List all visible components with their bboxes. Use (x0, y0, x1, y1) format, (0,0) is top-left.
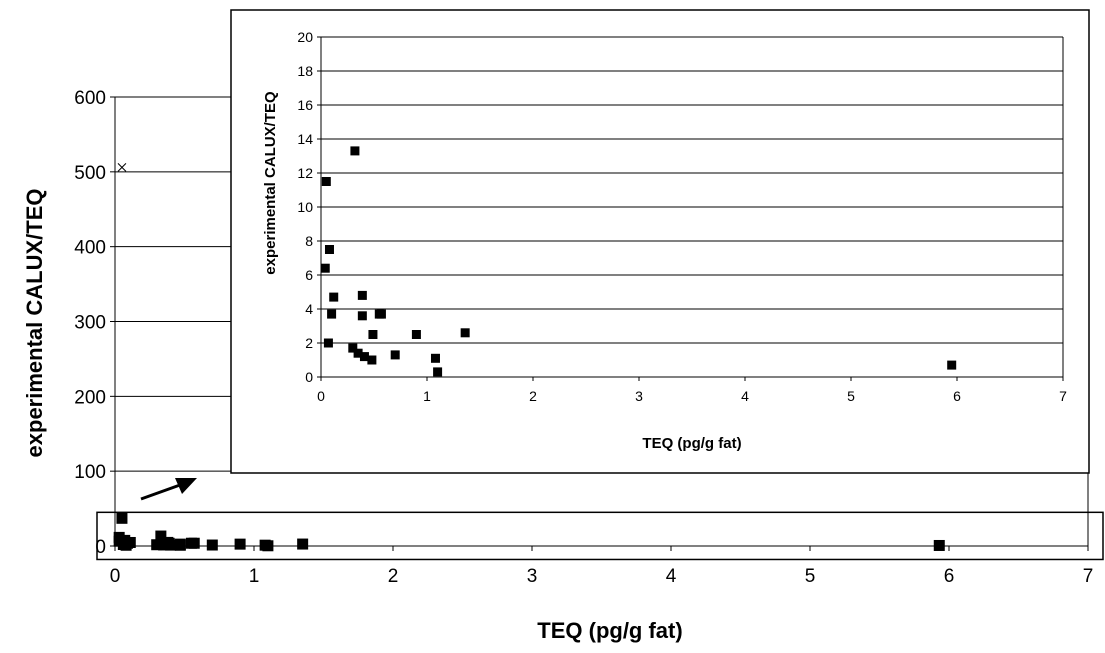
main-data-point (155, 530, 167, 542)
inset-data-point (357, 290, 367, 300)
zoom-arrow (140, 478, 197, 501)
inset-data-point (350, 146, 360, 156)
zoom-highlight-box (96, 511, 1104, 561)
inset-data-point (329, 292, 339, 302)
inset-y-tick-label: 16 (297, 97, 313, 113)
main-y-axis-title: experimental CALUX/TEQ (22, 189, 47, 458)
inset-y-tick-label: 4 (305, 301, 313, 317)
inset-y-tick-label: 10 (297, 199, 313, 215)
inset-data-point (433, 367, 443, 377)
main-x-tick-label: 1 (249, 566, 260, 587)
inset-x-tick-label: 5 (847, 388, 855, 404)
main-data-point (262, 540, 274, 552)
inset-data-point (359, 352, 369, 362)
main-x-tick-label: 5 (805, 566, 816, 587)
inset-data-point (320, 263, 330, 273)
inset-data-point (368, 330, 378, 339)
main-data-point (188, 537, 200, 549)
inset-data-point (348, 343, 358, 353)
inset-y-tick-label: 14 (297, 131, 313, 147)
inset-data-point (390, 350, 400, 360)
inset-x-tick-label: 7 (1059, 388, 1067, 404)
inset-y-tick-label: 8 (305, 233, 313, 249)
main-data-point (120, 539, 132, 551)
inset-x-tick-label: 4 (741, 388, 749, 404)
inset-data-point (323, 338, 333, 348)
main-x-tick-label: 4 (666, 566, 677, 587)
main-data-point-cross (117, 162, 127, 172)
inset-y-tick-label: 18 (297, 63, 313, 79)
inset-grid (321, 36, 1063, 344)
inset-y-tick-label: 12 (297, 165, 313, 181)
inset-x-axis-title: TEQ (pg/g fat) (642, 435, 741, 452)
inset-y-tick-label: 20 (297, 29, 313, 45)
main-data-point (297, 538, 309, 550)
inset-data-point (321, 177, 331, 186)
inset-y-tick-label: 2 (305, 335, 313, 351)
main-y-tick-label: 0 (95, 537, 106, 558)
inset-data-point (353, 348, 363, 358)
main-x-tick-label: 0 (110, 566, 121, 587)
inset-data-point (376, 309, 386, 319)
main-data-point (933, 539, 945, 551)
main-data-point (206, 539, 218, 551)
main-data-points (113, 162, 945, 552)
inset-axes (317, 36, 1064, 381)
inset-x-tick-label: 1 (423, 388, 431, 404)
main-data-point (151, 539, 163, 551)
main-x-tick-label: 6 (944, 566, 955, 587)
inset-x-tick-label: 0 (317, 388, 325, 404)
main-y-tick-label: 500 (74, 163, 106, 184)
inset-x-tick-label: 3 (635, 388, 643, 404)
main-y-tick-label: 300 (74, 313, 106, 334)
inset-data-point (327, 309, 337, 319)
main-x-tick-label: 3 (527, 566, 538, 587)
inset-data-point (430, 353, 440, 363)
main-data-point (234, 538, 246, 550)
main-y-tick-label: 100 (74, 462, 106, 483)
inset-y-tick-label: 0 (305, 369, 313, 385)
inset-x-tick-label: 6 (953, 388, 961, 404)
inset-y-tick-label: 6 (305, 267, 313, 283)
main-y-tick-label: 600 (74, 88, 106, 109)
main-data-point (174, 538, 186, 550)
inset-data-point (411, 330, 421, 339)
main-data-point (116, 512, 128, 524)
main-x-tick-label: 7 (1083, 566, 1094, 587)
inset-data-point (947, 360, 957, 370)
inset-data-point (324, 245, 334, 254)
inset-data-point (357, 311, 367, 321)
inset-y-axis-title: experimental CALUX/TEQ (262, 91, 279, 275)
main-data-point (165, 539, 177, 551)
main-y-tick-label: 200 (74, 387, 106, 408)
inset-x-tick-label: 2 (529, 388, 537, 404)
main-data-point (158, 539, 170, 551)
inset-data-point (367, 355, 377, 365)
inset-data-points (320, 146, 957, 377)
main-x-tick-label: 2 (388, 566, 399, 587)
main-y-tick-label: 400 (74, 238, 106, 259)
main-x-axis-title: TEQ (pg/g fat) (537, 618, 682, 643)
inset-data-point (460, 328, 470, 338)
